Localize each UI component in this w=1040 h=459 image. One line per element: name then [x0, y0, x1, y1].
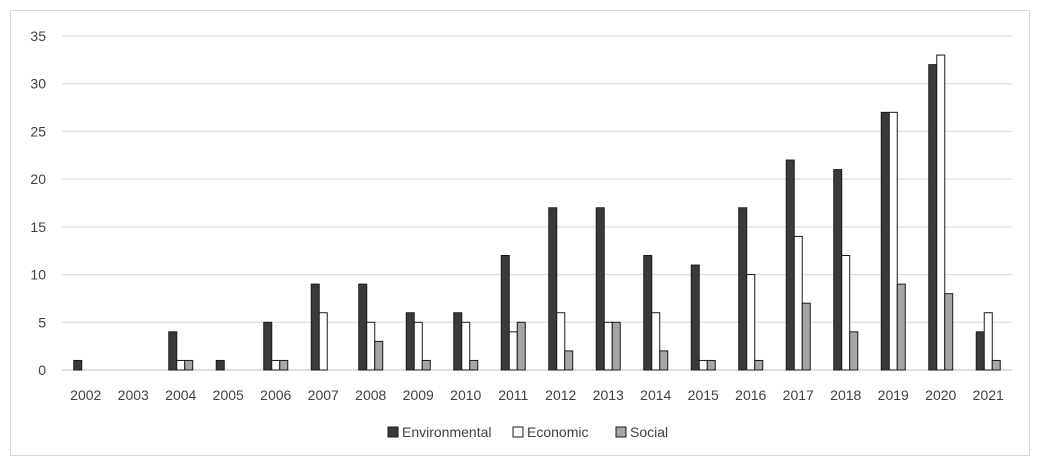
bar-social-2011	[516, 321, 526, 371]
bar-environmental-2006	[263, 321, 273, 371]
bar-environmental-2020	[928, 64, 938, 371]
bar-economic-2015	[698, 359, 708, 371]
legend: Environmental Economic Social	[387, 424, 668, 440]
bar-social-2017	[801, 302, 811, 371]
bar-economic-2013	[603, 321, 613, 371]
legend-swatch-economic	[512, 426, 524, 438]
bar-environmental-2012	[548, 207, 558, 371]
legend-swatch-environmental	[387, 426, 399, 438]
bar-social-2008	[374, 340, 384, 371]
x-tick-label: 2002	[70, 387, 101, 403]
legend-label-economic: Economic	[527, 424, 588, 440]
bar-social-2018	[849, 331, 859, 371]
bar-environmental-2017	[785, 159, 795, 371]
bar-economic-2006	[271, 359, 281, 371]
x-tick-label: 2019	[878, 387, 909, 403]
bar-social-2012	[564, 350, 574, 371]
bar-environmental-2019	[880, 111, 890, 371]
bar-social-2006	[279, 359, 289, 371]
bar-economic-2014	[651, 312, 661, 371]
bar-environmental-2010	[453, 312, 463, 371]
bar-social-2019	[896, 283, 906, 371]
x-tick-label: 2005	[213, 387, 244, 403]
x-axis-tick-labels: 2002 2003 2004 2005 2006 2007 2008 2009 2010 2011…	[70, 387, 1004, 403]
bar-environmental-2015	[690, 264, 700, 371]
x-tick-label: 2020	[925, 387, 956, 403]
y-tick-label: 5	[38, 314, 46, 330]
bar-economic-2020	[936, 54, 946, 371]
x-tick-label: 2010	[450, 387, 481, 403]
y-tick-label: 20	[30, 171, 46, 187]
bars	[73, 54, 1001, 371]
bar-economic-2021	[983, 312, 993, 371]
bar-economic-2009	[413, 321, 423, 371]
x-tick-label: 2008	[355, 387, 386, 403]
x-tick-label: 2021	[973, 387, 1004, 403]
legend-label-environmental: Environmental	[402, 424, 492, 440]
bar-environmental-2016	[738, 207, 748, 371]
bar-economic-2018	[841, 254, 851, 371]
bar-environmental-2007	[310, 283, 320, 371]
bar-social-2016	[754, 359, 764, 371]
bar-environmental-2014	[643, 254, 653, 371]
bar-economic-2019	[888, 111, 898, 371]
bar-environmental-2002	[73, 359, 83, 371]
x-tick-label: 2016	[735, 387, 766, 403]
bar-social-2010	[469, 359, 479, 371]
bar-economic-2011	[508, 331, 518, 371]
x-tick-label: 2015	[688, 387, 719, 403]
bar-social-2020	[944, 293, 954, 371]
bar-social-2014	[659, 350, 669, 371]
bar-economic-2010	[461, 321, 471, 371]
bar-environmental-2011	[500, 254, 510, 371]
bar-social-2004	[184, 359, 194, 371]
bar-economic-2008	[366, 321, 376, 371]
x-tick-label: 2006	[260, 387, 291, 403]
x-tick-label: 2003	[118, 387, 149, 403]
x-tick-label: 2013	[593, 387, 624, 403]
x-tick-label: 2018	[830, 387, 861, 403]
bar-social-2013	[611, 321, 621, 371]
bar-social-2009	[421, 359, 431, 371]
bar-economic-2004	[176, 359, 186, 371]
bar-environmental-2021	[975, 331, 985, 371]
y-tick-label: 10	[30, 267, 46, 283]
bar-economic-2007	[318, 312, 328, 371]
bar-environmental-2013	[595, 207, 605, 371]
bar-environmental-2009	[405, 312, 415, 371]
x-tick-label: 2017	[783, 387, 814, 403]
gridlines	[62, 35, 1012, 371]
y-tick-label: 15	[30, 219, 46, 235]
chart-frame	[10, 10, 1030, 456]
y-tick-label: 0	[38, 362, 46, 378]
bar-environmental-2005	[215, 359, 225, 371]
y-tick-label: 30	[30, 76, 46, 92]
x-tick-label: 2007	[308, 387, 339, 403]
bar-economic-2012	[556, 312, 566, 371]
x-tick-label: 2009	[403, 387, 434, 403]
x-tick-label: 2012	[545, 387, 576, 403]
legend-swatch-social	[615, 426, 627, 438]
bar-environmental-2004	[168, 331, 178, 371]
x-tick-label: 2004	[165, 387, 196, 403]
bar-social-2015	[706, 359, 716, 371]
y-tick-label: 25	[30, 123, 46, 139]
y-axis-tick-labels: 0 5 10 15 20 25 30 35	[30, 28, 46, 378]
bar-environmental-2008	[358, 283, 368, 371]
x-tick-label: 2014	[640, 387, 671, 403]
bar-environmental-2018	[833, 169, 843, 371]
legend-label-social: Social	[630, 424, 668, 440]
bar-economic-2017	[793, 235, 803, 371]
bar-economic-2016	[746, 274, 756, 371]
bar-social-2021	[991, 359, 1001, 371]
x-tick-label: 2011	[498, 387, 528, 403]
y-tick-label: 35	[30, 28, 46, 44]
